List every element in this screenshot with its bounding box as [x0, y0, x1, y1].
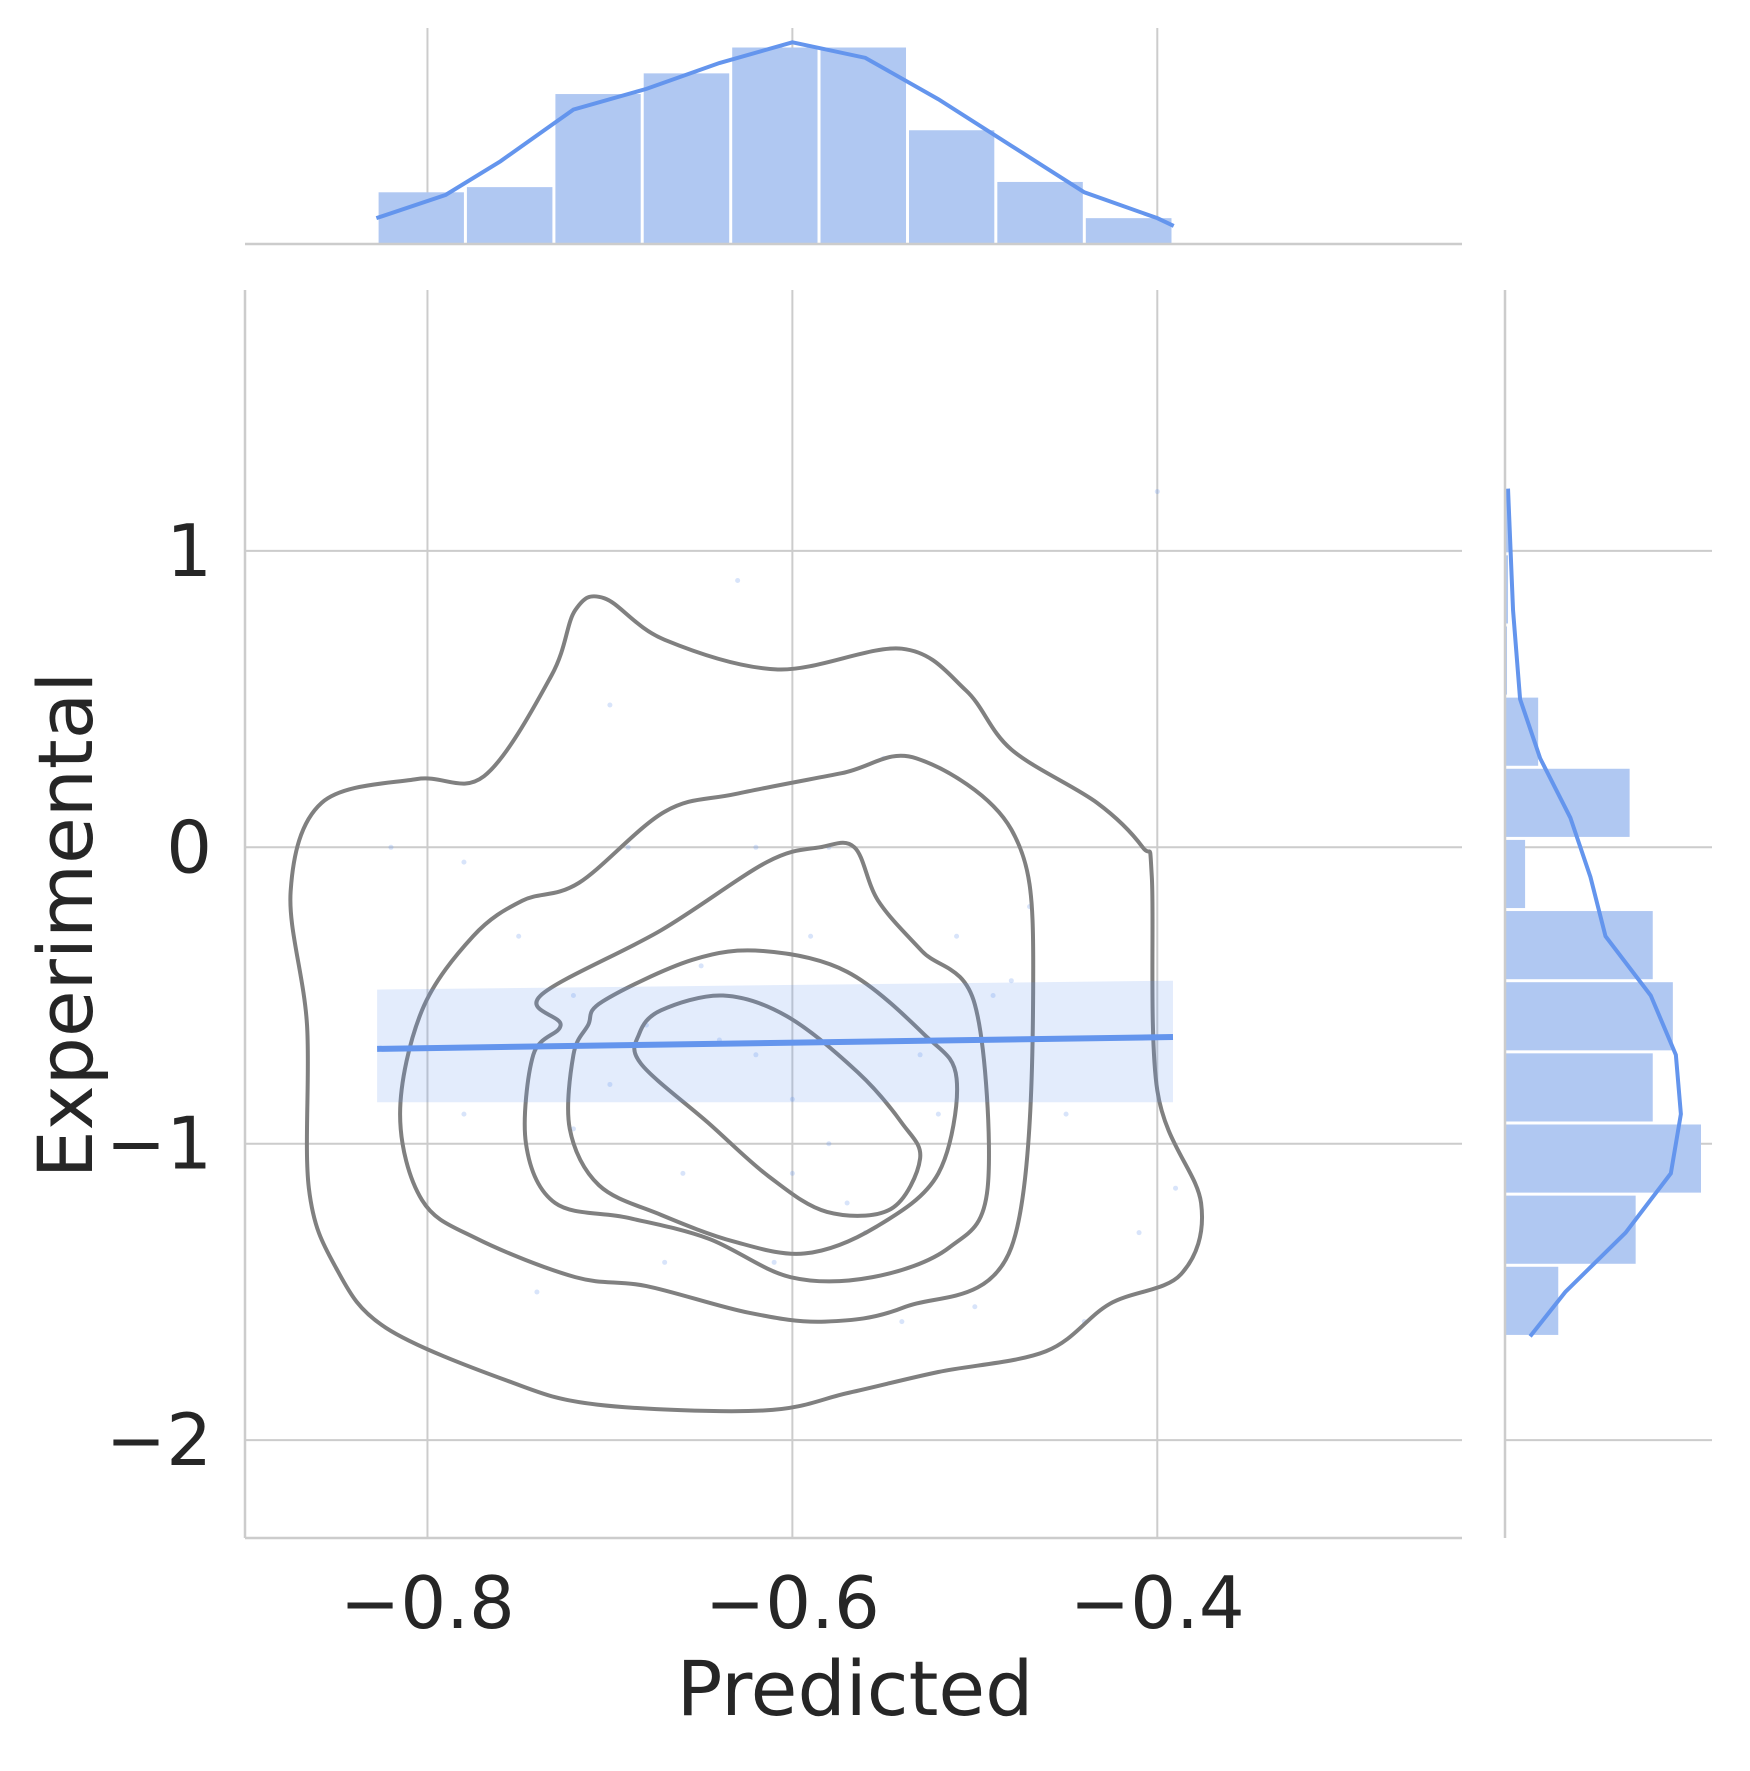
x-marginal-bar	[820, 47, 907, 245]
regression	[377, 980, 1174, 1103]
scatter-point	[570, 993, 576, 999]
y-marginal-bar	[1505, 839, 1526, 909]
scatter-point	[1063, 1111, 1069, 1117]
kde-contour-2	[398, 753, 1036, 1324]
scatter-point	[461, 859, 467, 865]
x-tick-label: −0.8	[340, 1561, 515, 1645]
scatter-point	[680, 1170, 686, 1176]
main-grid	[245, 290, 1462, 1538]
scatter-point	[789, 1170, 795, 1176]
scatter-point	[698, 963, 704, 969]
tick-labels: −0.8 −0.6 −0.4 1 0 −1 −2	[106, 509, 1245, 1645]
y-marginal-bar	[1505, 1266, 1559, 1335]
scatter-point	[789, 1096, 795, 1102]
y-marginal-bar	[1505, 490, 1510, 553]
scatter-point	[826, 1141, 832, 1147]
scatter-point	[771, 1259, 777, 1265]
scatter-point	[753, 1052, 759, 1058]
scatter-points	[388, 489, 1179, 1325]
y-tick-label: −2	[106, 1398, 212, 1482]
scatter-point	[1136, 1230, 1142, 1236]
y-marginal-histogram	[1503, 290, 1712, 1538]
y-marginal-bar	[1505, 555, 1509, 624]
x-marginal-bar	[1085, 218, 1172, 244]
x-marginal-bar	[997, 181, 1083, 244]
x-marginal-histogram	[245, 28, 1462, 246]
scatter-point	[388, 844, 394, 850]
scatter-point	[1008, 978, 1014, 984]
y-marginal-bar	[1505, 1124, 1701, 1193]
y-marginal-bar	[1505, 1053, 1653, 1122]
scatter-point	[899, 1319, 905, 1325]
y-marginal-bar	[1505, 768, 1630, 837]
kde-contours	[288, 594, 1204, 1414]
x-axis-label: Predicted	[677, 1644, 1034, 1733]
axes	[243, 290, 1462, 1540]
scatter-point	[534, 1289, 540, 1295]
scatter-point	[570, 1126, 576, 1132]
scatter-point	[607, 702, 613, 708]
scatter-point	[935, 1111, 941, 1117]
y-tick-label: −1	[106, 1102, 212, 1186]
x-marginal-bar	[643, 73, 730, 245]
x-marginal-bar	[909, 130, 995, 244]
scatter-point	[607, 1081, 613, 1087]
scatter-point	[972, 1304, 978, 1310]
y-marginal-kde	[1506, 488, 1683, 1338]
scatter-point	[625, 844, 631, 850]
scatter-point	[808, 933, 814, 939]
y-axis-label: Experimental	[21, 672, 110, 1179]
kde-contour-3	[522, 840, 991, 1284]
x-marginal-bar	[732, 47, 818, 245]
x-marginal-bar	[466, 187, 553, 244]
scatter-point	[753, 844, 759, 850]
kde-contour-1	[288, 594, 1204, 1414]
kde-contour-4	[566, 948, 960, 1256]
regression-line	[377, 1034, 1174, 1052]
x-marginal-bar	[555, 94, 641, 244]
y-tick-label: 1	[166, 509, 212, 593]
scatter-point	[461, 1111, 467, 1117]
scatter-point	[1154, 489, 1160, 495]
x-marginal-bar	[378, 192, 464, 244]
x-tick-label: −0.6	[705, 1561, 880, 1645]
y-marginal-bar	[1505, 982, 1673, 1051]
scatter-point	[954, 933, 960, 939]
x-tick-label: −0.4	[1070, 1561, 1245, 1645]
scatter-point	[917, 1052, 923, 1058]
y-marginal-bar	[1505, 1195, 1636, 1264]
scatter-point	[735, 578, 741, 584]
scatter-point	[1173, 1185, 1179, 1191]
x-marginal-kde	[375, 40, 1175, 228]
scatter-point	[844, 1200, 850, 1206]
scatter-point	[516, 933, 522, 939]
scatter-point	[990, 993, 996, 999]
scatter-point	[662, 1259, 668, 1265]
y-tick-label: 0	[166, 805, 212, 889]
kde-contour-5	[632, 993, 923, 1218]
